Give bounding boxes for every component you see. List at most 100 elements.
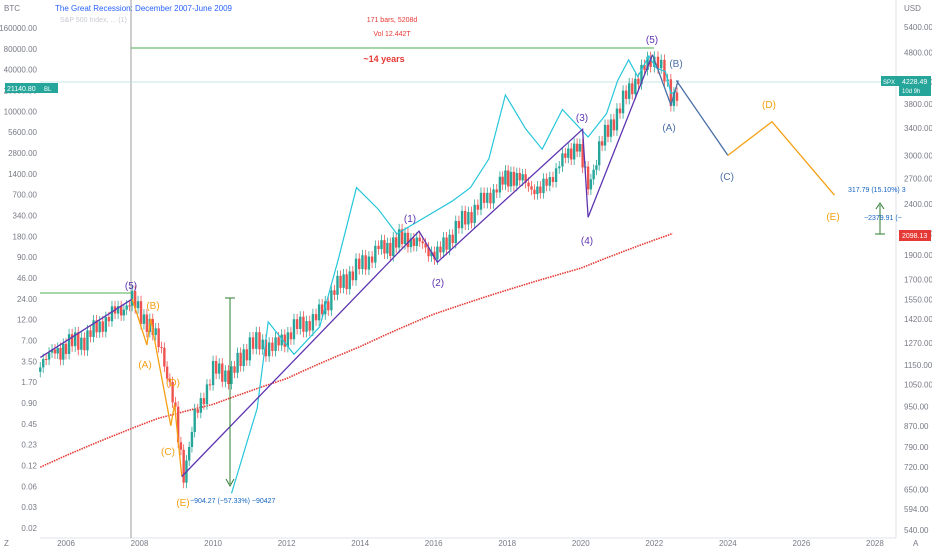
wave-line-12345[interactable] bbox=[181, 54, 654, 477]
candle-body bbox=[208, 384, 212, 386]
candle-body bbox=[289, 332, 293, 340]
candle-body bbox=[187, 447, 191, 461]
candle-body bbox=[311, 314, 315, 331]
candle-body bbox=[504, 170, 507, 185]
candle-body bbox=[101, 321, 104, 332]
candle-body bbox=[479, 192, 483, 210]
candle-body bbox=[274, 337, 277, 351]
candle-body bbox=[261, 339, 264, 350]
candle-body bbox=[448, 234, 451, 250]
candle-body bbox=[640, 64, 643, 85]
candle-body bbox=[251, 337, 255, 349]
candle-body bbox=[239, 352, 242, 367]
right-price-axis[interactable]: 5400.004800.004200.003800.003400.003000.… bbox=[904, 23, 932, 535]
time-axis-tick: 2016 bbox=[425, 539, 443, 548]
candle-body bbox=[277, 337, 280, 346]
candle-body bbox=[551, 177, 555, 183]
right-axis-tick: 950.00 bbox=[904, 403, 929, 412]
candle-body bbox=[492, 189, 495, 204]
left-axis-tick: 0.45 bbox=[21, 420, 37, 429]
candle-body bbox=[39, 367, 42, 372]
candle-body bbox=[242, 349, 245, 367]
candle-body bbox=[314, 314, 318, 321]
wave-line-ab[interactable] bbox=[651, 54, 679, 107]
elliott-wave-layer: (5) (1) (2) (3) (4) (5) (A) (B) (C) (D) (E) (B) (A) (… bbox=[39, 35, 840, 509]
candle-body bbox=[498, 176, 502, 193]
wave-line-abcde[interactable] bbox=[131, 298, 183, 477]
candle-body bbox=[336, 275, 339, 295]
left-axis-tick: 700.00 bbox=[13, 191, 38, 200]
candle-body bbox=[400, 229, 404, 245]
candle-body bbox=[606, 124, 610, 137]
candle-body bbox=[430, 251, 433, 257]
projection-wave-c[interactable] bbox=[675, 80, 729, 156]
projection-label: 317.79 (15.10%) 3 bbox=[848, 187, 906, 194]
ma-price-badge[interactable]: 2098.13 bbox=[899, 230, 931, 241]
left-axis-tick: 160000.00 bbox=[0, 24, 38, 33]
candle-body bbox=[621, 90, 625, 114]
candle-body bbox=[122, 309, 126, 316]
plot-area[interactable] bbox=[40, 0, 896, 538]
candle-body bbox=[464, 211, 467, 225]
candle-body bbox=[44, 359, 48, 361]
measure-span-text: ~14 years bbox=[363, 54, 404, 64]
candle-body bbox=[83, 337, 86, 351]
zoom-icon[interactable]: Z bbox=[4, 539, 9, 548]
candle-body bbox=[581, 144, 584, 168]
left-axis-tick: 180.00 bbox=[13, 232, 38, 241]
wave-label-1: (1) bbox=[404, 214, 416, 225]
candle-body bbox=[539, 186, 542, 194]
wave-line-prior-5[interactable] bbox=[39, 298, 133, 358]
candle-body bbox=[224, 370, 227, 382]
candle-body bbox=[403, 232, 407, 245]
time-axis[interactable]: 2006 2008 2010 2012 2014 2016 2018 2020 2022 2024… bbox=[57, 539, 884, 548]
projection-wave-de[interactable] bbox=[727, 120, 835, 196]
candle-body bbox=[618, 108, 622, 114]
candle-body bbox=[442, 237, 445, 253]
candle-body bbox=[570, 148, 573, 160]
candle-body bbox=[139, 301, 143, 324]
candle-body bbox=[280, 334, 283, 346]
btc-line-layer bbox=[230, 54, 677, 494]
candle-body bbox=[145, 314, 149, 332]
time-axis-tick: 2006 bbox=[57, 539, 75, 548]
candle-body bbox=[542, 178, 545, 194]
right-axis-tick: 870.00 bbox=[904, 422, 929, 431]
candle-body bbox=[509, 171, 513, 187]
left-axis-tick: 1400.00 bbox=[8, 170, 37, 179]
auto-scale-icon[interactable]: A bbox=[913, 539, 919, 548]
ma-line bbox=[39, 232, 673, 468]
projection-label-2: −2379.91 (− bbox=[864, 215, 902, 222]
left-price-axis[interactable]: 160000.0080000.0040000.0020000.0010000.0… bbox=[0, 24, 38, 533]
right-axis-tick: 594.00 bbox=[904, 505, 929, 514]
candle-body bbox=[489, 192, 492, 204]
candle-body bbox=[73, 332, 77, 347]
candle-body bbox=[660, 59, 663, 69]
candle-body bbox=[245, 349, 248, 361]
time-axis-tick: 2008 bbox=[131, 539, 149, 548]
measure-volume-text: Vol 12.442T bbox=[373, 31, 411, 38]
candle-body bbox=[107, 317, 111, 322]
candle-body bbox=[182, 449, 185, 483]
candle-body bbox=[634, 78, 637, 95]
candle-body bbox=[364, 255, 367, 270]
btc-price-badge[interactable]: 21140.80 BL bbox=[5, 83, 58, 93]
candle-body bbox=[548, 177, 551, 186]
candle-body bbox=[302, 316, 305, 332]
candle-body bbox=[171, 382, 174, 403]
candle-body bbox=[190, 431, 194, 448]
candle-body bbox=[603, 124, 607, 146]
candle-body bbox=[624, 90, 628, 99]
right-axis-tick: 1270.00 bbox=[904, 339, 932, 348]
candle-body bbox=[165, 366, 169, 379]
candle-body bbox=[675, 92, 679, 101]
btc-price-line-series bbox=[230, 54, 677, 494]
time-axis-tick: 2010 bbox=[204, 539, 222, 548]
spx-price-badge[interactable]: SPX 4228.49 10d 9h bbox=[881, 76, 931, 96]
wave-label-b: (B) bbox=[146, 301, 159, 312]
candle-body bbox=[333, 290, 336, 295]
time-axis-tick: 2022 bbox=[645, 539, 663, 548]
candle-body bbox=[586, 166, 590, 190]
